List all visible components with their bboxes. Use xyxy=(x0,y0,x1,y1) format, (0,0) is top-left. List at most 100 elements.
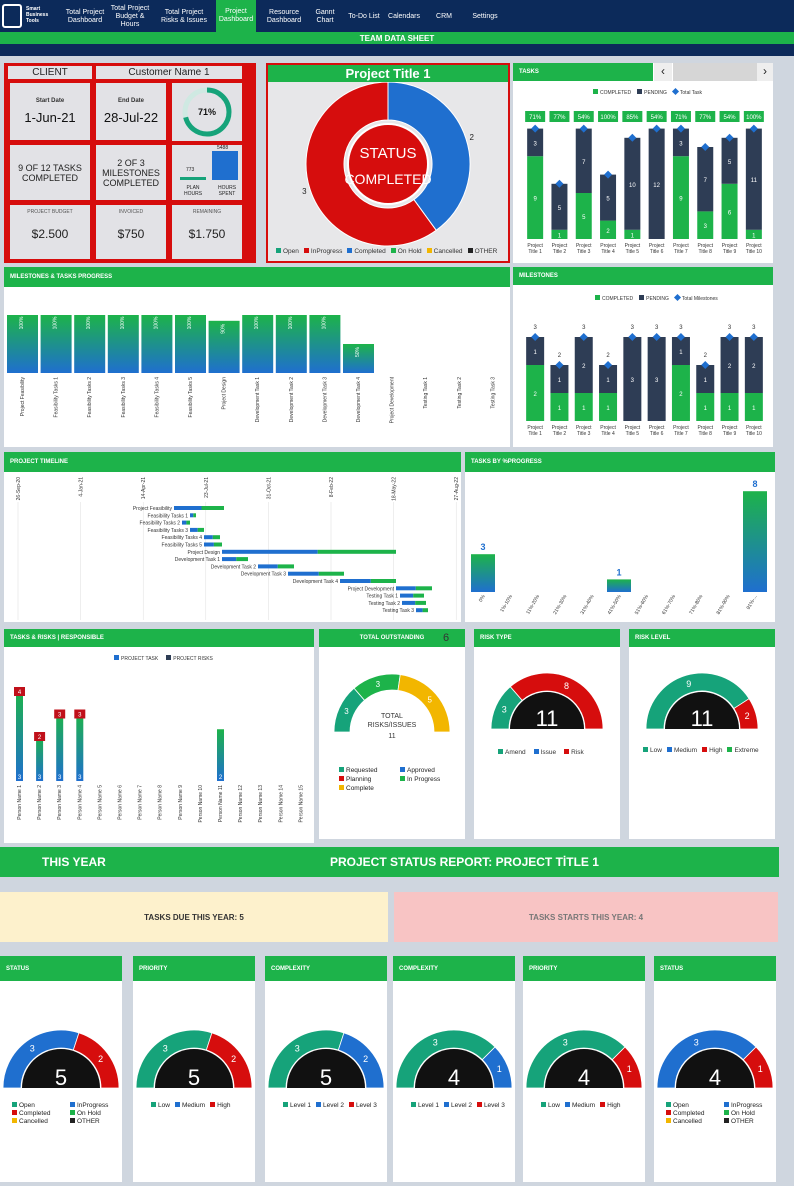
x-label2-project-title-6: Title 6 xyxy=(650,431,664,437)
timeline-bar-rest-feasibility-tasks-5 xyxy=(213,542,222,547)
risk-level-title: RISK LEVEL xyxy=(629,629,775,647)
bar-pending-project-title-8 xyxy=(696,365,715,393)
progress-bucket-label-0: 0% xyxy=(478,594,487,604)
hours-cell: 773 5488 PLAN HOURS HOURS SPENT xyxy=(172,145,242,200)
risk-level-gauge: 9 2 11 xyxy=(645,672,759,731)
bar-completed-project-title-2 xyxy=(550,393,569,421)
bar-pending-project-title-2 xyxy=(551,183,568,230)
legend-low: Low xyxy=(541,1102,560,1109)
bar-pending-project-title-9 xyxy=(721,137,738,184)
resp-risk-badge-person-name-1 xyxy=(14,687,25,696)
progress-value-feasibility-tasks-2: 100% xyxy=(86,316,92,329)
timeline-bar-done-testing-task-3 xyxy=(416,608,423,613)
nav-settings[interactable]: Settings xyxy=(472,13,498,20)
outstanding-legend: Requested Approved Planning In Progress Comp… xyxy=(339,767,459,792)
legend-medium: Medium xyxy=(666,747,697,754)
nav-calendars[interactable]: Calendars xyxy=(388,13,420,20)
completed-value-project-title-3: 1 xyxy=(582,406,586,412)
x-label2-project-title-9: Title 9 xyxy=(723,431,737,437)
progress-title: TASKS BY %PROGRESS xyxy=(465,452,775,472)
x-label-project-title-9: Project xyxy=(722,243,738,249)
gauge-value-high: 2 xyxy=(231,1054,236,1064)
legend-requested: Requested xyxy=(339,767,398,774)
timeline-task-testing-task-2: Testing Task 2 xyxy=(368,601,400,607)
legend-completed: Completed xyxy=(666,1110,720,1117)
gauge-center-value: 4 xyxy=(578,1065,590,1090)
project-donut-area: 2 3 STATUS COMPLETED Open InProgress Complete… xyxy=(268,81,508,261)
completed-value-project-title-10: 1 xyxy=(752,406,756,412)
x-label2-project-title-10: Title 10 xyxy=(746,431,762,437)
bar-pending-project-title-2 xyxy=(550,365,569,393)
timeline-bar-done-testing-task-2 xyxy=(402,600,416,605)
resp-risk-badge-person-name-2 xyxy=(34,732,46,741)
nav-resource-dashboard[interactable]: Resource Dashboard xyxy=(266,9,302,24)
tasks-next-button[interactable]: › xyxy=(757,63,773,81)
timeline-title: PROJECT TIMELINE xyxy=(4,452,461,472)
gauge-legend-2: Level 1 Level 2 Level 3 xyxy=(283,1102,395,1109)
x-label2-project-title-7: Title 7 xyxy=(674,249,688,255)
donut-center xyxy=(347,123,429,205)
nav-to-do-list[interactable]: To-Do List xyxy=(348,13,380,20)
resp-label-person-name-8: Person Name 8 xyxy=(158,785,164,820)
pending-value-project-title-6: 12 xyxy=(653,183,660,189)
resp-label-person-name-13: Person Name 13 xyxy=(258,785,264,823)
legend-level-1: Level 1 xyxy=(411,1102,439,1109)
progress-bucket-label-7: 61%-70% xyxy=(661,594,677,616)
gauge-value-requested: 3 xyxy=(344,707,349,716)
x-label-project-title-6: Project xyxy=(649,243,665,249)
bar-completed-project-title-1 xyxy=(527,156,544,239)
gauge-arc-complete xyxy=(397,674,451,733)
completed-value-project-title-2: 1 xyxy=(558,233,562,239)
pending-value-project-title-8: 7 xyxy=(704,178,708,184)
progress-label-feasibility-tasks-4: Feasibility Tasks 4 xyxy=(154,377,160,418)
progress-bar-project-design xyxy=(208,320,240,373)
gauge-center xyxy=(415,1049,493,1088)
nav-total-project-budget-hours[interactable]: Total Project Budget & Hours xyxy=(110,5,150,28)
bar-pending-project-title-5 xyxy=(624,137,641,230)
nav-total-project-risks-issues[interactable]: Total Project Risks & Issues xyxy=(161,9,207,24)
pending-value-project-title-4: 1 xyxy=(606,378,610,384)
total-marker-project-title-1 xyxy=(531,333,540,341)
progress-bucket-label-5: 41%-50% xyxy=(607,594,623,616)
completed-value-project-title-8: 1 xyxy=(704,406,708,412)
nav-total-project-dashboard[interactable]: Total Project Dashboard xyxy=(65,9,105,24)
bar-pending-project-title-3 xyxy=(575,128,592,193)
progress-label-testing-task-1: Testing Task 1 xyxy=(423,377,429,409)
outstanding-gauge: 3 3 5 TOTAL RISKS/ISSUES 11 xyxy=(333,673,451,740)
resp-task-bar-person-name-4 xyxy=(76,713,84,781)
x-label2-project-title-6: Title 6 xyxy=(650,249,664,255)
pending-value-project-title-5: 3 xyxy=(631,378,635,384)
nav-project-dashboard[interactable]: Project Dashboard xyxy=(216,0,256,34)
legend-other: OTHER xyxy=(467,248,497,255)
project-title: Project Title 1 xyxy=(268,65,508,82)
gauge-value-high: 1 xyxy=(627,1064,632,1074)
x-label2-project-title-5: Title 5 xyxy=(626,431,640,437)
pct-label-project-title-9: 54% xyxy=(724,115,737,121)
progress-bucket-label-6: 51%-60% xyxy=(634,594,650,616)
legend-planning: Planning xyxy=(339,776,398,783)
nav-crm[interactable]: CRM xyxy=(436,13,452,20)
progress-bucket-label-8: 71%-80% xyxy=(688,594,704,616)
progress-label-feasibility-tasks-2: Feasibility Tasks 2 xyxy=(87,377,93,418)
progress-chart: 3 0% 1%-10% 11%-20% 21%-30% 31%-40% 1 41%-50% 51… xyxy=(471,479,767,616)
timeline-task-development-task-2: Development Task 2 xyxy=(211,564,256,570)
outstanding-title: TOTAL OUTSTANDING xyxy=(319,629,465,647)
resp-risk-badge-person-name-4 xyxy=(74,709,86,719)
completed-value-project-title-4: 1 xyxy=(606,406,610,412)
pct-badge-project-title-3 xyxy=(573,111,594,122)
tasks-scrollbar[interactable] xyxy=(673,63,757,81)
bar-pending-project-title-3 xyxy=(574,337,593,393)
bar-pending-project-title-5 xyxy=(623,337,642,421)
timeline-bar-rest-development-task-2 xyxy=(277,564,294,569)
progress-bucket-bar-0 xyxy=(471,554,495,592)
progress-bar-development-task-2 xyxy=(275,315,307,373)
timeline-bar-rest-development-task-4 xyxy=(370,579,396,583)
donut-value-completed: 2 xyxy=(469,133,474,142)
risk-type-title: RISK TYPE xyxy=(474,629,620,647)
milestones-legend: COMPLETED PENDING Total Milestones xyxy=(595,293,718,302)
nav-gannt-chart[interactable]: Gannt Chart xyxy=(315,9,335,24)
x-label2-project-title-5: Title 5 xyxy=(626,249,640,255)
tasks-prev-button[interactable]: ‹ xyxy=(654,63,672,81)
outstanding-panel: TOTAL OUTSTANDING 6 3 3 5 TOTAL RISKS/ISSUES… xyxy=(319,629,465,839)
